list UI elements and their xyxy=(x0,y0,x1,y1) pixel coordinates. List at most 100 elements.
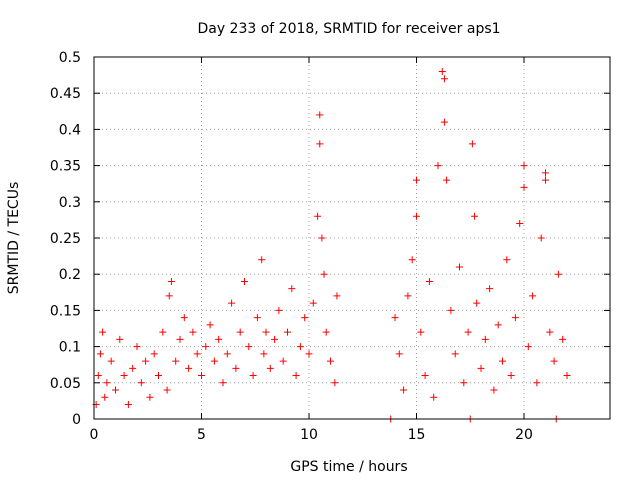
data-point xyxy=(271,335,279,343)
data-point xyxy=(516,220,524,228)
data-point xyxy=(107,357,115,365)
data-point xyxy=(314,212,322,220)
y-tick-label: 0.5 xyxy=(59,50,81,66)
data-point xyxy=(309,299,317,307)
data-point xyxy=(210,357,218,365)
data-point xyxy=(520,183,528,191)
data-point xyxy=(223,350,231,358)
data-point xyxy=(430,393,438,401)
data-point xyxy=(241,277,248,285)
data-point xyxy=(554,270,562,278)
grid-lines xyxy=(94,57,610,419)
data-point xyxy=(537,234,545,242)
data-point xyxy=(245,343,253,351)
data-point xyxy=(322,328,330,336)
data-point xyxy=(327,357,334,365)
data-point xyxy=(101,393,109,401)
y-axis-label: SRMTID / TECUs xyxy=(6,182,22,295)
data-point xyxy=(296,343,304,351)
data-point xyxy=(198,372,205,380)
data-point xyxy=(189,328,197,336)
data-point xyxy=(520,162,528,170)
data-point xyxy=(404,292,412,300)
x-tick-label: 15 xyxy=(408,427,426,443)
data-point xyxy=(120,372,128,380)
y-tick-label: 0.15 xyxy=(50,303,81,319)
data-point xyxy=(468,140,476,148)
data-point xyxy=(180,314,188,322)
data-point xyxy=(471,212,479,220)
data-points xyxy=(92,67,571,423)
data-point xyxy=(533,379,541,387)
data-point xyxy=(266,364,274,372)
axis-ticks: 0 5 10 15 20 0 0.05 0.1 0.15 0.2 0.25 0.3 0.35 0.4 0.4… xyxy=(50,50,610,443)
data-point xyxy=(456,263,463,271)
data-point xyxy=(288,285,296,293)
data-point xyxy=(563,372,571,380)
data-point xyxy=(440,75,448,83)
data-point xyxy=(116,335,124,343)
data-point xyxy=(503,256,511,264)
data-point xyxy=(320,270,328,278)
data-point xyxy=(172,357,180,365)
data-point xyxy=(333,292,341,300)
data-point xyxy=(103,379,111,387)
data-point xyxy=(477,364,485,372)
data-point xyxy=(193,350,201,358)
data-point xyxy=(464,328,472,336)
data-point xyxy=(215,335,223,343)
data-point xyxy=(507,372,515,380)
data-point xyxy=(99,328,107,336)
data-point xyxy=(137,379,145,387)
data-point xyxy=(279,357,287,365)
data-point xyxy=(150,350,158,358)
y-tick-label: 0.2 xyxy=(59,267,81,283)
x-tick-label: 20 xyxy=(515,427,533,443)
plot-frame xyxy=(93,56,611,420)
data-point xyxy=(499,357,506,365)
data-point xyxy=(275,306,283,314)
x-tick-label: 10 xyxy=(300,427,318,443)
data-point xyxy=(129,364,137,372)
data-point xyxy=(124,401,132,409)
y-tick-label: 0 xyxy=(72,412,81,428)
data-point xyxy=(413,176,420,184)
data-point xyxy=(460,379,468,387)
y-tick-label: 0.45 xyxy=(50,86,81,102)
data-point xyxy=(400,386,408,394)
data-point xyxy=(260,350,268,358)
x-tick-label: 0 xyxy=(90,427,99,443)
data-point xyxy=(490,386,498,394)
data-point xyxy=(142,357,150,365)
data-point xyxy=(473,299,481,307)
data-point xyxy=(96,350,104,358)
y-tick-label: 0.35 xyxy=(50,159,81,175)
data-point xyxy=(236,328,244,336)
data-point xyxy=(486,285,494,293)
data-point xyxy=(546,328,554,336)
data-point xyxy=(258,256,266,264)
data-point xyxy=(413,212,420,220)
data-point xyxy=(408,256,416,264)
data-point xyxy=(391,314,399,322)
data-point xyxy=(202,343,210,351)
y-tick-label: 0.3 xyxy=(59,195,81,211)
data-point xyxy=(228,299,236,307)
data-point xyxy=(163,386,171,394)
data-point xyxy=(550,357,558,365)
data-point xyxy=(421,372,429,380)
data-point xyxy=(112,386,119,394)
data-point xyxy=(146,393,154,401)
data-point xyxy=(249,372,257,380)
y-tick-label: 0.4 xyxy=(59,122,81,138)
data-point xyxy=(94,372,102,380)
data-point xyxy=(316,111,324,119)
data-point xyxy=(440,118,448,126)
chart-title: Day 233 of 2018, SRMTID for receiver aps… xyxy=(197,21,500,37)
data-point xyxy=(451,350,459,358)
data-point xyxy=(155,372,162,380)
data-point xyxy=(434,162,442,170)
data-point xyxy=(165,292,173,300)
data-point xyxy=(425,277,433,285)
